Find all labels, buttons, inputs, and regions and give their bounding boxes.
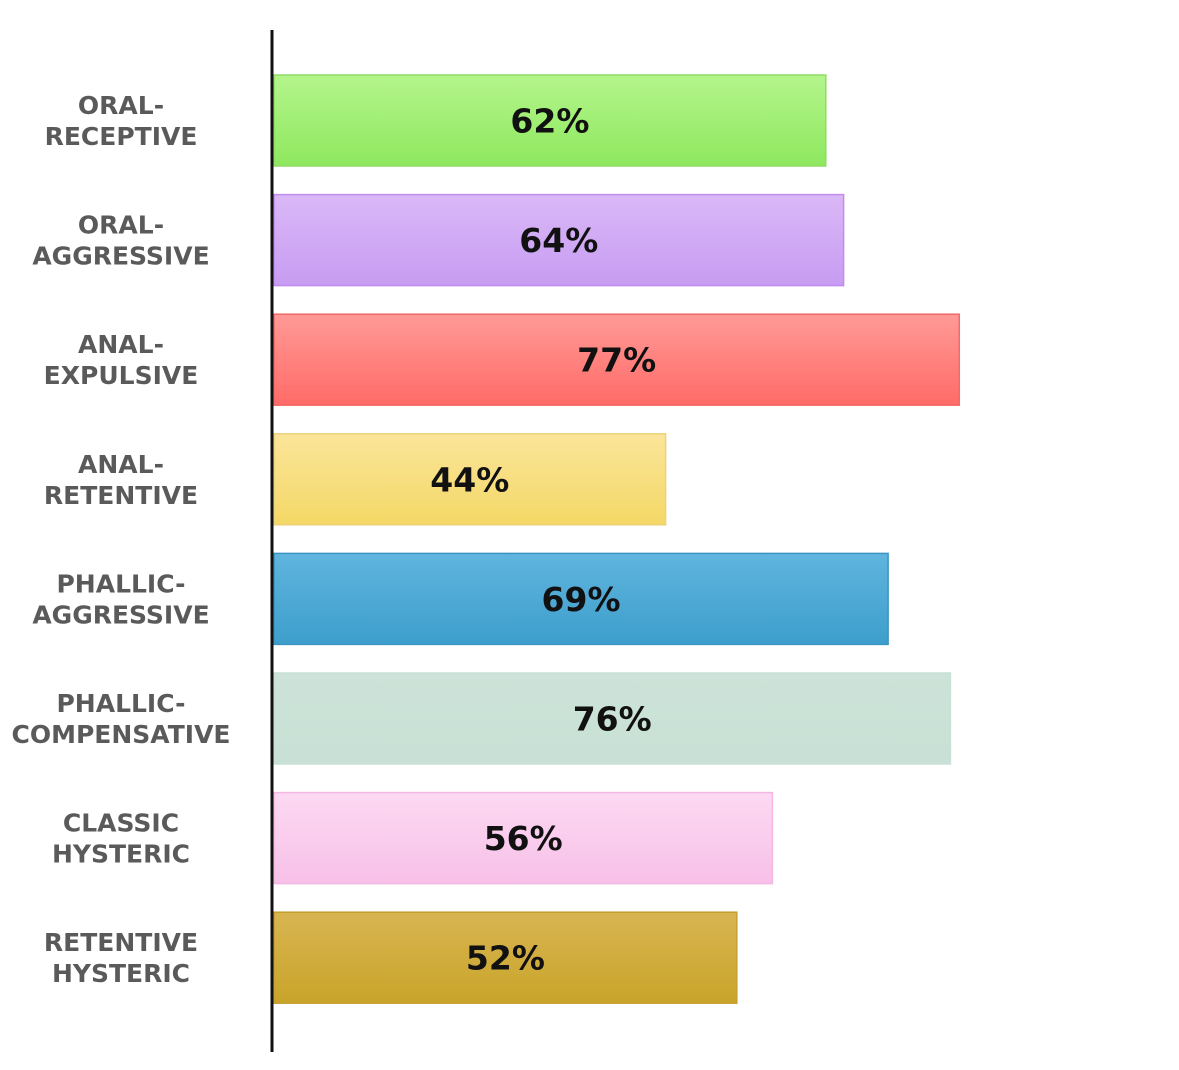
bar-value-label-5: 76% <box>573 700 652 739</box>
category-label-6-line-1: HYSTERIC <box>52 840 190 869</box>
bar-0 <box>273 74 827 167</box>
bar-7 <box>273 911 738 1004</box>
bar-5 <box>273 672 952 765</box>
bar-value-label-1: 64% <box>519 221 598 260</box>
bar-value-label-2: 77% <box>577 341 656 380</box>
category-label-1-line-0: ORAL- <box>78 211 164 240</box>
bar-value-label-6: 56% <box>484 819 563 858</box>
category-label-0-line-0: ORAL- <box>78 91 164 120</box>
category-label-1-line-1: AGGRESSIVE <box>32 242 209 271</box>
bar-value-label-0: 62% <box>510 102 589 141</box>
bar-value-label-3: 44% <box>430 460 509 499</box>
category-label-5-line-0: PHALLIC- <box>56 689 185 718</box>
bar-3 <box>273 433 667 526</box>
category-label-5-line-1: COMPENSATIVE <box>12 720 231 749</box>
category-labels: ORAL-RECEPTIVEORAL-AGGRESSIVEANAL-EXPULS… <box>12 91 231 988</box>
category-label-0-line-1: RECEPTIVE <box>45 122 198 151</box>
bar-6 <box>273 791 774 885</box>
category-label-4-line-0: PHALLIC- <box>56 569 185 598</box>
category-label-4-line-1: AGGRESSIVE <box>32 600 209 629</box>
bar-1 <box>273 193 845 287</box>
bar-2 <box>273 313 961 406</box>
category-label-2-line-0: ANAL- <box>78 330 164 359</box>
bar-4 <box>273 552 889 646</box>
bars-layer: 62% 64% 77% 44% 69% 76% 56% 52% <box>273 74 961 1004</box>
category-label-7-line-0: RETENTIVE <box>44 928 198 957</box>
category-label-6-line-0: CLASSIC <box>63 809 179 838</box>
bar-value-label-7: 52% <box>466 939 545 978</box>
category-label-2-line-1: EXPULSIVE <box>44 361 199 390</box>
bar-value-label-4: 69% <box>542 580 621 619</box>
category-label-3-line-0: ANAL- <box>78 450 164 479</box>
category-label-7-line-1: HYSTERIC <box>52 959 190 988</box>
category-label-3-line-1: RETENTIVE <box>44 481 198 510</box>
